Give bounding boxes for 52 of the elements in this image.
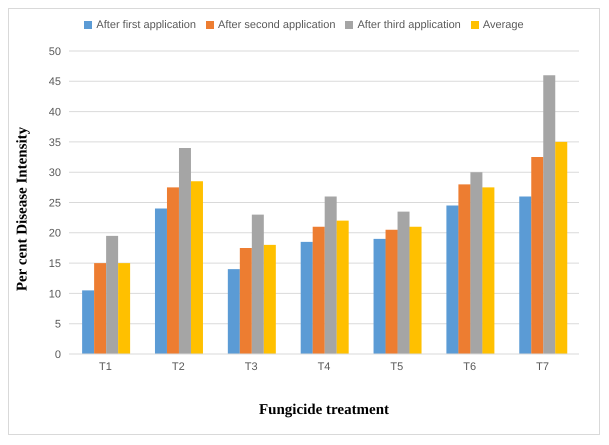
y-tick-label: 30: [48, 167, 61, 180]
y-tick-label: 15: [48, 258, 61, 270]
bar: [531, 157, 544, 354]
x-axis-title: Fungicide treatment: [258, 402, 390, 419]
legend-label: After third application: [357, 19, 461, 31]
bar: [240, 248, 252, 354]
bar: [386, 230, 398, 354]
bar: [336, 220, 349, 354]
bar: [190, 181, 203, 354]
y-tick-label: 5: [54, 318, 61, 331]
bar: [482, 187, 494, 354]
y-tick-label: 35: [48, 136, 61, 149]
legend-label: After first application: [96, 19, 196, 31]
bar: [82, 290, 94, 354]
bar: [264, 244, 276, 354]
bar: [94, 263, 106, 354]
bar: [166, 187, 179, 354]
y-tick-label: 50: [48, 46, 61, 58]
bar: [398, 212, 410, 354]
y-tick-label: 20: [48, 228, 61, 240]
y-tick-label: 0: [54, 348, 61, 361]
bar: [106, 236, 118, 354]
x-tick-label: T1: [99, 360, 112, 373]
y-tick-label: 40: [48, 106, 61, 119]
x-tick-label: T5: [390, 360, 404, 373]
bar: [446, 206, 458, 354]
bar: [470, 172, 482, 354]
bar: [154, 208, 167, 354]
bar: [312, 226, 325, 354]
bar: [519, 196, 532, 354]
bar: [300, 242, 313, 354]
y-tick-label: 45: [48, 76, 61, 88]
bar: [410, 226, 422, 354]
bar: [374, 238, 386, 354]
bar: [458, 184, 470, 354]
x-tick-label: T6: [463, 360, 476, 373]
bar: [324, 196, 337, 354]
bar: [555, 142, 568, 354]
bar: [543, 75, 556, 354]
x-tick-label: T3: [244, 360, 258, 373]
x-tick-label: T2: [172, 360, 185, 373]
y-axis-title: Per cent Disease Intensity: [14, 126, 32, 292]
legend-label: After second application: [218, 19, 336, 31]
bar: [252, 214, 264, 354]
bar: [178, 148, 191, 354]
y-tick-label: 25: [48, 197, 61, 210]
bar: [228, 269, 240, 354]
x-tick-label: T7: [536, 360, 549, 373]
legend-label: Average: [482, 19, 524, 31]
bar: [118, 263, 130, 354]
y-tick-label: 10: [48, 288, 61, 300]
x-tick-label: T4: [318, 360, 330, 373]
